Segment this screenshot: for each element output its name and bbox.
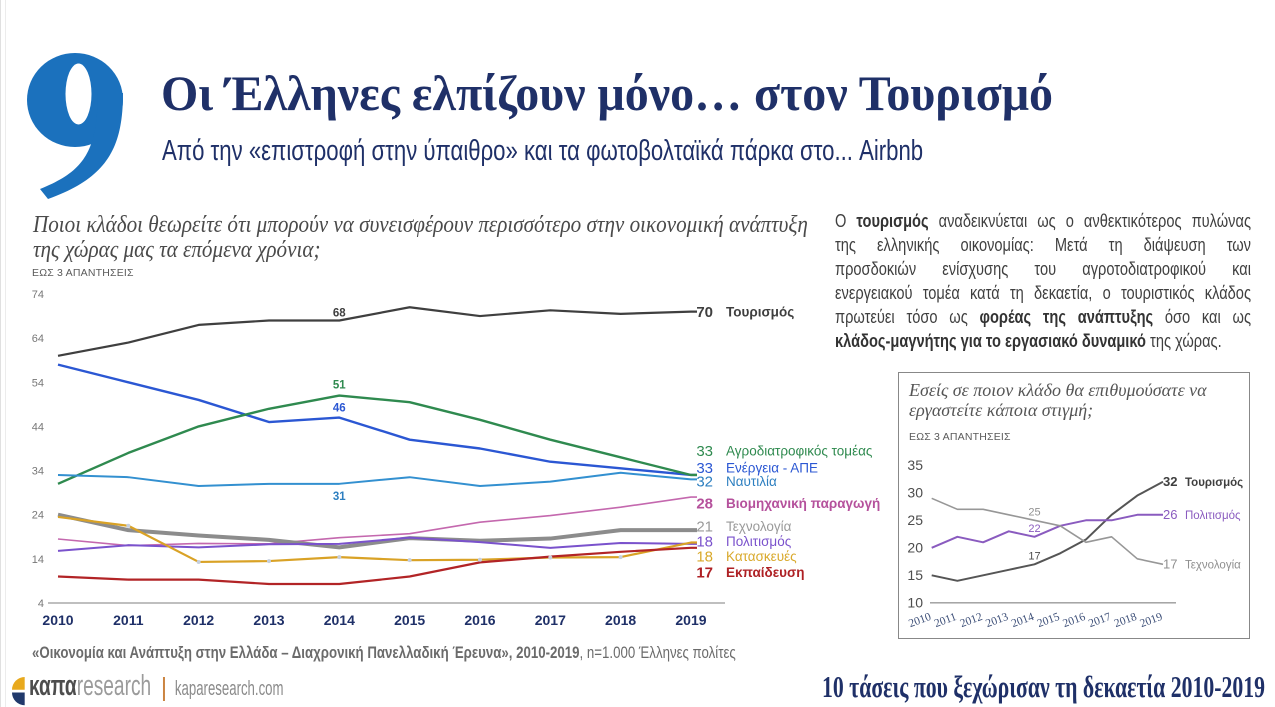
svg-text:2018: 2018 <box>1113 611 1139 630</box>
svg-text:Βιομηχανική παραγωγή: Βιομηχανική παραγωγή <box>726 496 880 511</box>
svg-text:17: 17 <box>696 565 713 582</box>
svg-text:4: 4 <box>38 598 44 610</box>
svg-text:Ναυτιλία: Ναυτιλία <box>726 474 777 489</box>
svg-text:22: 22 <box>1028 523 1040 535</box>
svg-text:26: 26 <box>1163 507 1177 522</box>
svg-text:34: 34 <box>32 466 44 478</box>
svg-text:2015: 2015 <box>394 612 425 628</box>
svg-text:54: 54 <box>32 377 44 389</box>
svg-text:2013: 2013 <box>253 612 284 628</box>
svg-text:Αγροδιατροφικός τομέας: Αγροδιατροφικός τομέας <box>726 444 873 459</box>
svg-text:20: 20 <box>907 539 923 555</box>
svg-text:10: 10 <box>907 594 923 610</box>
svg-text:68: 68 <box>333 307 346 319</box>
svg-text:2015: 2015 <box>1036 611 1062 630</box>
svg-text:25: 25 <box>907 512 923 528</box>
svg-text:28: 28 <box>696 496 713 513</box>
svg-text:2011: 2011 <box>113 612 144 628</box>
svg-text:31: 31 <box>333 491 346 503</box>
svg-text:Κατασκευές: Κατασκευές <box>726 549 797 564</box>
svg-text:Τεχνολογία: Τεχνολογία <box>726 519 792 534</box>
svg-text:2019: 2019 <box>675 612 706 628</box>
svg-text:21: 21 <box>696 519 713 536</box>
svg-text:2014: 2014 <box>324 612 355 628</box>
svg-text:2011: 2011 <box>933 611 959 630</box>
svg-text:18: 18 <box>696 549 713 566</box>
svg-text:Ενέργεια - ΑΠΕ: Ενέργεια - ΑΠΕ <box>726 461 818 476</box>
svg-text:32: 32 <box>696 474 713 491</box>
svg-text:18: 18 <box>696 534 713 551</box>
svg-text:2016: 2016 <box>464 612 495 628</box>
svg-text:2013: 2013 <box>984 611 1010 630</box>
svg-text:2012: 2012 <box>183 612 214 628</box>
svg-text:14: 14 <box>32 554 44 566</box>
svg-text:2017: 2017 <box>535 612 566 628</box>
svg-text:15: 15 <box>907 567 923 583</box>
svg-text:Τεχνολογία: Τεχνολογία <box>1185 559 1241 571</box>
svg-text:25: 25 <box>1028 506 1040 518</box>
svg-text:46: 46 <box>333 403 346 415</box>
svg-text:30: 30 <box>907 484 923 500</box>
svg-text:2019: 2019 <box>1138 611 1164 630</box>
svg-text:64: 64 <box>32 333 44 345</box>
svg-text:Εκπαίδευση: Εκπαίδευση <box>726 565 804 580</box>
svg-text:32: 32 <box>1163 474 1177 489</box>
svg-text:70: 70 <box>696 304 713 321</box>
svg-text:Τουρισμός: Τουρισμός <box>726 305 794 320</box>
svg-text:33: 33 <box>696 460 713 477</box>
svg-text:2010: 2010 <box>42 612 73 628</box>
svg-text:2018: 2018 <box>605 612 636 628</box>
svg-text:44: 44 <box>32 421 44 433</box>
svg-text:Τουρισμός: Τουρισμός <box>1185 477 1243 489</box>
svg-text:2017: 2017 <box>1087 611 1113 630</box>
svg-text:33: 33 <box>696 443 713 460</box>
svg-text:24: 24 <box>32 510 44 522</box>
svg-text:17: 17 <box>1163 556 1177 571</box>
svg-text:74: 74 <box>32 289 44 301</box>
svg-text:Πολιτισμός: Πολιτισμός <box>1185 510 1241 522</box>
svg-text:2012: 2012 <box>959 611 985 630</box>
svg-text:51: 51 <box>333 380 346 392</box>
svg-text:17: 17 <box>1028 550 1040 562</box>
svg-text:Πολιτισμός: Πολιτισμός <box>726 534 792 549</box>
svg-text:35: 35 <box>907 457 923 473</box>
svg-text:2014: 2014 <box>1010 611 1036 630</box>
svg-text:2016: 2016 <box>1061 611 1087 630</box>
svg-text:2010: 2010 <box>907 611 933 630</box>
